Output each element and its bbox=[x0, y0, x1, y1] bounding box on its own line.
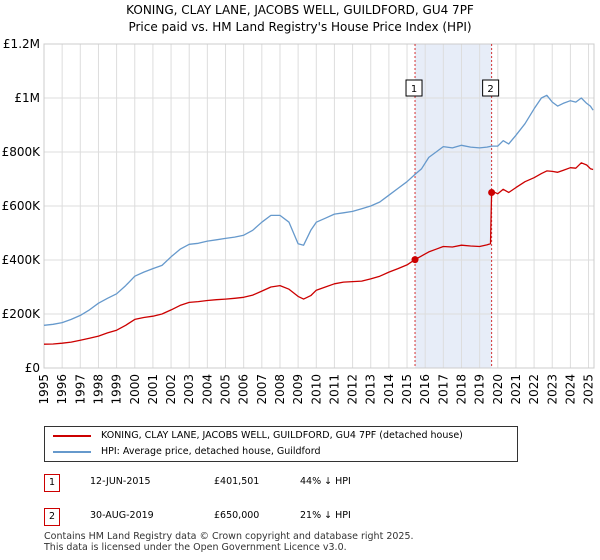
y-tick-label: £200K bbox=[2, 307, 42, 321]
x-tick-label: 2008 bbox=[273, 374, 287, 405]
sale-hpi-delta: 44% ↓ HPI bbox=[300, 476, 351, 487]
x-tick-label: 2014 bbox=[382, 374, 396, 405]
x-tick-label: 2004 bbox=[200, 374, 214, 405]
y-tick-label: £0 bbox=[25, 361, 40, 375]
x-tick-label: 2016 bbox=[418, 374, 432, 405]
sale-date: 30-AUG-2019 bbox=[90, 510, 154, 521]
hpi-line bbox=[43, 94, 594, 326]
sale-hpi-delta: 21% ↓ HPI bbox=[300, 510, 351, 521]
x-tick-label: 1996 bbox=[55, 374, 69, 405]
sale-price: £401,501 bbox=[214, 476, 260, 487]
sale-label-number: 2 bbox=[487, 84, 493, 95]
x-tick-label: 2011 bbox=[327, 374, 341, 405]
x-tick-label: 2007 bbox=[255, 374, 269, 405]
y-tick-label: £1M bbox=[14, 91, 40, 105]
sale-label-box bbox=[482, 79, 500, 97]
x-tick-label: 2003 bbox=[182, 374, 196, 405]
x-tick-label: 1997 bbox=[73, 374, 87, 405]
x-tick-label: 2009 bbox=[291, 374, 305, 405]
y-tick-label: £400K bbox=[2, 253, 42, 267]
x-tick-label: 2015 bbox=[400, 374, 414, 405]
x-tick-label: 1998 bbox=[91, 374, 105, 405]
x-tick-label: 2005 bbox=[219, 374, 233, 405]
x-tick-label: 2006 bbox=[237, 374, 251, 405]
x-tick-label: 2010 bbox=[309, 374, 323, 405]
x-tick-label: 2000 bbox=[128, 374, 142, 405]
sale-row: 2 30-AUG-2019 £650,000 21% ↓ HPI bbox=[44, 508, 564, 528]
legend-label-property: KONING, CLAY LANE, JACOBS WELL, GUILDFOR… bbox=[101, 430, 463, 441]
x-tick-label: 2013 bbox=[364, 374, 378, 405]
sale-point bbox=[411, 256, 419, 264]
x-tick-label: 2019 bbox=[473, 374, 487, 405]
x-tick-label: 2020 bbox=[491, 374, 505, 405]
footer-line-2: This data is licensed under the Open Gov… bbox=[44, 542, 347, 553]
legend-swatch-property bbox=[53, 434, 91, 437]
x-tick-label: 1995 bbox=[37, 374, 51, 405]
sale-row: 1 12-JUN-2015 £401,501 44% ↓ HPI bbox=[44, 474, 564, 494]
x-tick-label: 2012 bbox=[346, 374, 360, 405]
property-price-line bbox=[43, 162, 594, 345]
x-tick-label: 2017 bbox=[436, 374, 450, 405]
legend-label-hpi: HPI: Average price, detached house, Guil… bbox=[101, 446, 321, 457]
x-tick-label: 1999 bbox=[110, 374, 124, 405]
sale-date: 12-JUN-2015 bbox=[90, 476, 151, 487]
sale-point bbox=[488, 189, 496, 196]
x-tick-label: 2001 bbox=[146, 374, 160, 405]
y-tick-label: £800K bbox=[2, 145, 42, 159]
legend-item-hpi: HPI: Average price, detached house, Guil… bbox=[53, 444, 320, 460]
x-tick-label: 2024 bbox=[563, 374, 577, 405]
footer-attribution: Contains HM Land Registry data © Crown c… bbox=[44, 531, 414, 553]
plot-frame bbox=[43, 43, 595, 369]
x-tick-label: 2018 bbox=[454, 374, 468, 405]
price-chart: £0 £200K £400K £600K £800K £1M £1.2M 1995 1996 19… bbox=[2, 37, 596, 405]
sale-label-number: 1 bbox=[411, 84, 417, 95]
chart-legend: KONING, CLAY LANE, JACOBS WELL, GUILDFOR… bbox=[44, 426, 518, 462]
x-tick-label: 2022 bbox=[527, 374, 541, 405]
legend-swatch-hpi bbox=[53, 450, 91, 453]
y-tick-label: £1.2M bbox=[3, 37, 40, 51]
footer-line-1: Contains HM Land Registry data © Crown c… bbox=[44, 531, 414, 542]
y-tick-label: £600K bbox=[2, 199, 42, 213]
sale-badge: 2 bbox=[44, 508, 60, 526]
sale-label-box bbox=[405, 79, 423, 97]
sale-price: £650,000 bbox=[214, 510, 260, 521]
x-tick-label: 2021 bbox=[509, 374, 523, 405]
chart-subtitle: Price paid vs. HM Land Registry's House … bbox=[128, 20, 472, 34]
x-tick-label: 2023 bbox=[545, 374, 559, 405]
legend-item-property: KONING, CLAY LANE, JACOBS WELL, GUILDFOR… bbox=[53, 428, 463, 444]
x-tick-label: 2002 bbox=[164, 374, 178, 405]
chart-title: KONING, CLAY LANE, JACOBS WELL, GUILDFOR… bbox=[126, 3, 474, 17]
sale-badge: 1 bbox=[44, 474, 60, 492]
x-tick-label: 2025 bbox=[582, 374, 596, 405]
